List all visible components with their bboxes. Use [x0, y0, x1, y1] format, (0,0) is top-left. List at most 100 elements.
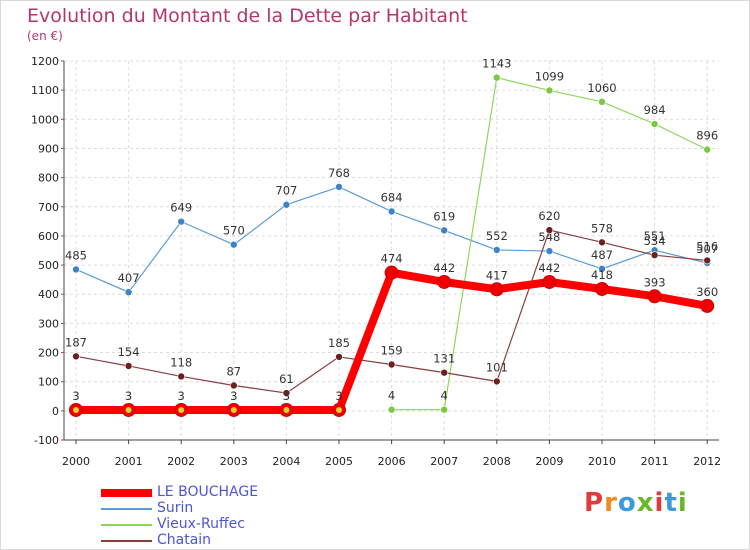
data-point-vieux-ruffec [440, 405, 449, 414]
data-label-chatain: 131 [433, 352, 455, 366]
data-label-surin: 485 [65, 248, 87, 262]
data-label-chatain: 154 [118, 345, 140, 359]
logo-letter: P [584, 488, 605, 518]
data-point-chatain [177, 372, 185, 381]
legend-label: Vieux-Ruffec [157, 516, 245, 532]
y-tick-label: 600 [38, 230, 59, 243]
data-label-le-bouchage: 3 [335, 389, 342, 403]
data-label-surin: 619 [433, 209, 455, 223]
y-tick-label: -100 [34, 434, 59, 447]
data-point-vieux-ruffec [598, 98, 606, 106]
data-point-chatain [282, 389, 291, 397]
data-point-surin [72, 265, 80, 274]
data-label-le-bouchage: 3 [230, 389, 237, 403]
data-label-surin: 649 [170, 201, 192, 215]
data-point-surin [177, 217, 185, 226]
data-label-vieux-ruffec: 984 [644, 103, 666, 117]
logo-letter: i [654, 488, 665, 518]
data-point-le-bouchage [542, 274, 557, 289]
data-point-inner-le-bouchage [230, 406, 237, 413]
logo-letter: t [664, 488, 678, 518]
y-tick-label: 400 [38, 288, 59, 301]
data-point-surin [387, 207, 396, 216]
logo-letter: i [677, 488, 688, 518]
data-point-le-bouchage [647, 289, 662, 304]
data-label-surin: 570 [223, 224, 245, 238]
x-tick-label: 2003 [220, 455, 248, 468]
data-label-surin: 507 [696, 242, 718, 256]
legend-swatch [101, 508, 152, 510]
data-point-surin [492, 246, 501, 254]
x-tick-label: 2010 [588, 455, 616, 468]
data-label-le-bouchage: 418 [591, 268, 613, 282]
data-label-chatain: 87 [226, 364, 241, 378]
legend-label: Surin [157, 500, 194, 516]
data-point-chatain [124, 362, 133, 370]
data-point-chatain [650, 251, 659, 259]
x-tick-label: 2006 [378, 455, 406, 468]
data-label-chatain: 534 [644, 234, 666, 248]
data-point-surin [124, 288, 133, 296]
y-tick-label: 1000 [31, 113, 59, 126]
y-tick-label: 200 [38, 347, 59, 360]
data-point-vieux-ruffec [492, 73, 501, 82]
data-point-le-bouchage [384, 265, 399, 280]
legend-label: Chatain [157, 532, 212, 548]
data-label-chatain: 578 [591, 221, 613, 235]
y-tick-label: 800 [38, 172, 59, 185]
data-label-le-bouchage: 442 [433, 261, 455, 275]
x-tick-label: 2002 [167, 455, 195, 468]
data-label-vieux-ruffec: 1060 [587, 81, 616, 95]
data-label-le-bouchage: 442 [538, 261, 560, 275]
data-point-inner-le-bouchage [73, 406, 79, 413]
data-point-chatain [230, 381, 238, 390]
x-tick-label: 2001 [115, 455, 143, 468]
y-tick-label: 700 [38, 201, 59, 214]
data-label-vieux-ruffec: 4 [441, 389, 448, 403]
data-label-chatain: 61 [279, 372, 294, 386]
x-tick-label: 2005 [325, 455, 353, 468]
data-label-surin: 551 [644, 229, 666, 243]
y-tick-label: 1100 [31, 84, 59, 97]
data-point-surin [230, 240, 238, 249]
proxiti-logo: Proxiti [584, 488, 688, 518]
data-point-le-bouchage [595, 281, 609, 296]
legend-swatch [101, 489, 152, 497]
y-tick-label: 300 [38, 317, 59, 330]
data-label-vieux-ruffec: 896 [696, 129, 718, 143]
y-tick-label: 100 [38, 376, 59, 389]
data-point-vieux-ruffec [545, 86, 554, 95]
data-point-vieux-ruffec [650, 120, 659, 128]
data-point-inner-le-bouchage [125, 406, 132, 413]
data-label-surin: 768 [328, 166, 350, 180]
data-label-le-bouchage: 417 [486, 268, 508, 282]
data-label-surin: 684 [381, 190, 403, 204]
y-tick-label: 900 [38, 142, 59, 155]
data-point-surin [440, 226, 449, 235]
data-point-surin [282, 200, 291, 209]
data-point-surin [545, 247, 554, 255]
data-point-chatain [545, 226, 554, 234]
data-label-le-bouchage: 474 [381, 252, 403, 266]
data-label-chatain: 118 [170, 355, 192, 369]
legend-swatch [101, 524, 152, 526]
data-point-surin [335, 183, 343, 191]
data-point-chatain [72, 352, 80, 361]
data-point-vieux-ruffec [703, 145, 712, 154]
x-tick-label: 2012 [693, 455, 721, 468]
data-point-surin [598, 265, 606, 273]
x-tick-label: 2011 [641, 455, 669, 468]
data-label-le-bouchage: 3 [72, 389, 79, 403]
y-tick-label: 500 [38, 259, 59, 272]
x-tick-label: 2008 [483, 455, 511, 468]
data-label-vieux-ruffec: 4 [388, 389, 395, 403]
unit-label: (en €) [27, 29, 63, 43]
logo-letter: x [636, 488, 655, 518]
data-label-le-bouchage: 3 [178, 389, 185, 403]
data-point-chatain [440, 368, 449, 377]
data-label-chatain: 159 [381, 343, 403, 357]
data-point-le-bouchage [700, 298, 715, 313]
y-tick-label: 1200 [31, 55, 59, 68]
